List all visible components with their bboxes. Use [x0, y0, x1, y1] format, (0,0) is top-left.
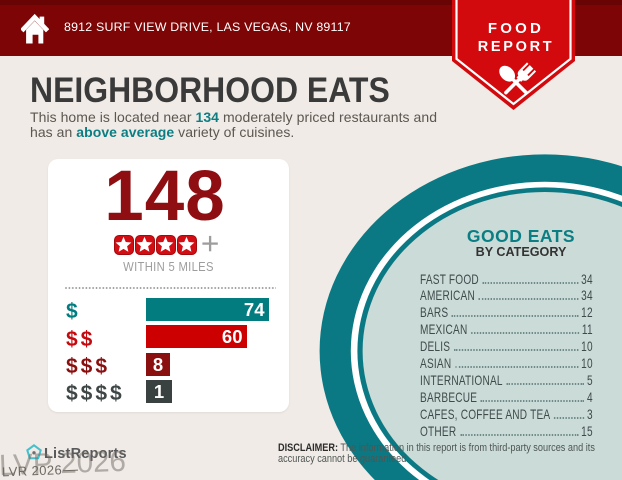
- svg-text:REPORT: REPORT: [478, 39, 555, 55]
- svg-text:FOOD: FOOD: [488, 20, 544, 37]
